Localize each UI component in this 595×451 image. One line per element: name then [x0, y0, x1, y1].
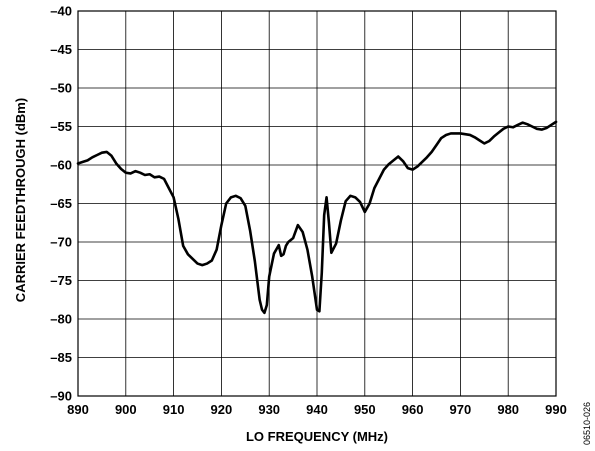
x-tick-label: 970 [450, 402, 472, 417]
series-line [76, 120, 558, 315]
y-tick-label: –70 [50, 235, 72, 250]
grid-lines [78, 11, 556, 396]
y-tick-label: –45 [50, 42, 72, 57]
y-tick-label: –50 [50, 81, 72, 96]
x-tick-label: 960 [402, 402, 424, 417]
y-tick-label: –85 [50, 350, 72, 365]
y-tick-label: –55 [50, 119, 72, 134]
y-tick-label: –80 [50, 312, 72, 327]
y-tick-label: –60 [50, 158, 72, 173]
x-tick-label: 990 [545, 402, 567, 417]
x-tick-label: 950 [354, 402, 376, 417]
x-tick-label: 920 [211, 402, 233, 417]
x-tick-label: 900 [115, 402, 137, 417]
x-tick-label: 980 [497, 402, 519, 417]
x-tick-label: 930 [258, 402, 280, 417]
x-tick-label: 890 [67, 402, 89, 417]
y-axis-title: CARRIER FEEDTHROUGH (dBm) [13, 98, 28, 302]
y-tick-label: –65 [50, 196, 72, 211]
y-tick-label: –40 [50, 4, 72, 19]
y-tick-label: –90 [50, 389, 72, 404]
x-tick-label: 910 [163, 402, 185, 417]
x-tick-label: 940 [306, 402, 328, 417]
y-tick-labels: –40 –45 –50 –55 –60 –65 –70 –75 –80 –85 –90 [50, 4, 72, 404]
figure-id: 06510-026 [582, 402, 592, 445]
x-tick-labels: 890 900 910 920 930 940 950 960 970 980 990 [67, 402, 567, 417]
plot-area [76, 10, 558, 397]
x-axis-title: LO FREQUENCY (MHz) [246, 429, 388, 444]
y-tick-label: –75 [50, 273, 72, 288]
